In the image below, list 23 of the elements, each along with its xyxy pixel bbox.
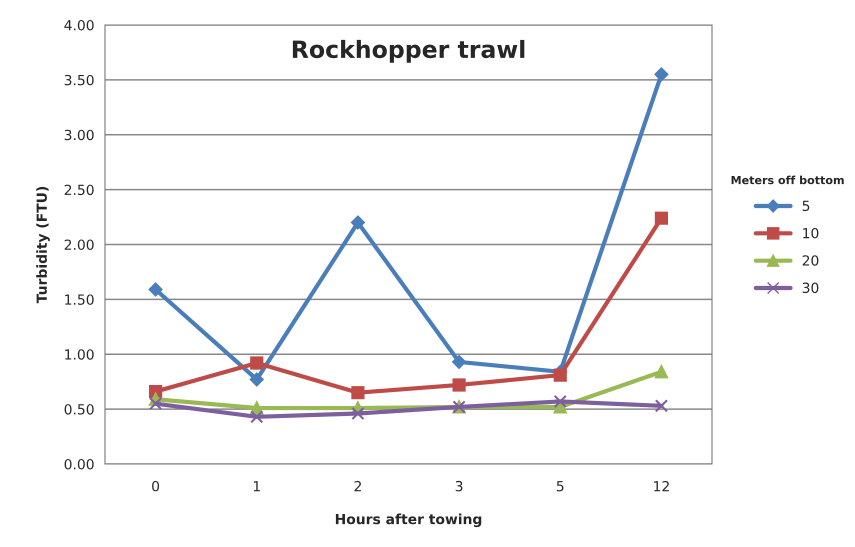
x-tick-label: 2 bbox=[354, 480, 361, 492]
text: Rockhopper trawl bbox=[292, 40, 524, 63]
y-tick-label: 2.00 bbox=[64, 239, 94, 250]
legend-label: 10 bbox=[803, 228, 818, 238]
y-tick-label: 0.00 bbox=[64, 458, 94, 470]
x-axis-title: Hours after towing bbox=[336, 514, 482, 528]
y-tick-label: 1.50 bbox=[65, 294, 94, 305]
x-tick-label: 5 bbox=[556, 481, 564, 492]
legend-label: 5 bbox=[802, 200, 810, 212]
y-axis-title: Turbidity (FTU) bbox=[36, 186, 50, 304]
y-tick-label: 3.50 bbox=[64, 74, 94, 86]
y-tick-label: 0.50 bbox=[64, 404, 94, 415]
y-tick-label: 3.00 bbox=[64, 130, 94, 140]
x-tick-label: 3 bbox=[456, 480, 462, 492]
legend-label: 20 bbox=[802, 255, 818, 266]
y-tick-label: 4.00 bbox=[64, 20, 94, 30]
legend-title: Meters off bottom bbox=[732, 176, 844, 184]
x-tick-label: 0 bbox=[152, 480, 160, 492]
x-tick-label: 12 bbox=[654, 480, 669, 492]
x-tick-label: 1 bbox=[254, 481, 260, 492]
y-tick-label: 1.00 bbox=[65, 349, 94, 360]
y-tick-label: 2.50 bbox=[64, 184, 94, 196]
legend-label: 30 bbox=[802, 282, 818, 294]
